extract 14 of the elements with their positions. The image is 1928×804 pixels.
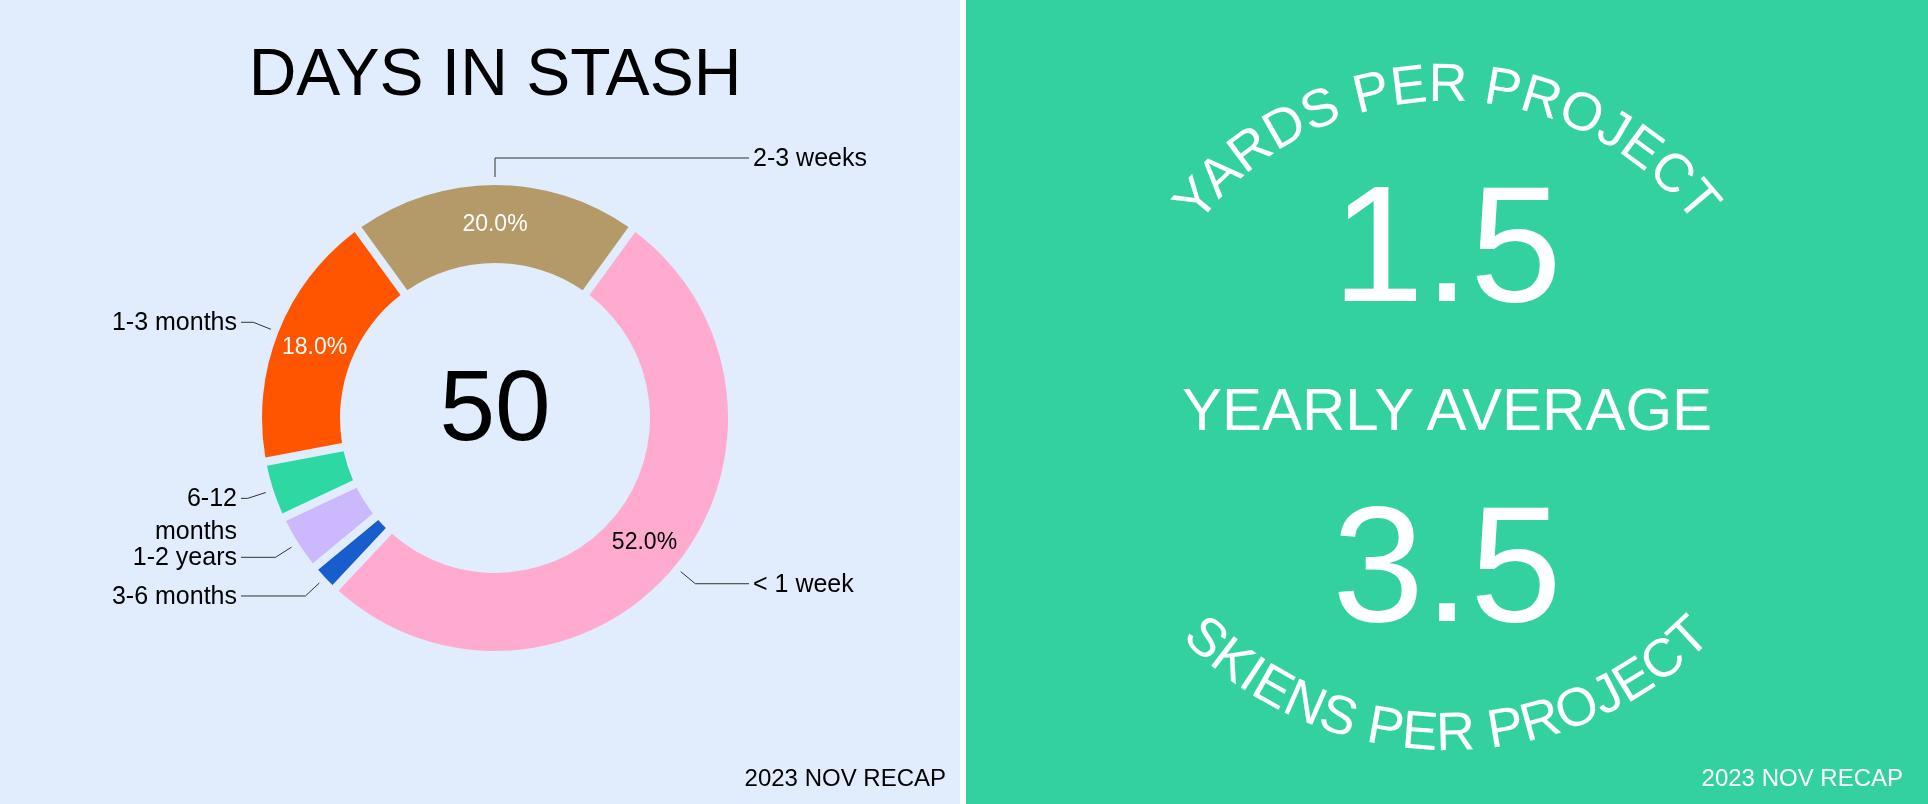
data-label: 52.0% <box>611 527 678 554</box>
slice-label: 1-3 months <box>111 307 237 336</box>
text: YEARLY AVERAGE <box>1181 376 1713 443</box>
text: 2023 NOV RECAP <box>744 764 946 791</box>
slice-label: < 1 week <box>753 568 855 597</box>
chart-title: DAYS IN STASH <box>248 35 742 109</box>
data-label: 20.0% <box>462 210 528 236</box>
slice-label: 6-12 months <box>155 483 237 545</box>
slice-label: 3-6 months <box>111 580 237 609</box>
slice-label: 1-2 years <box>132 542 237 571</box>
text: 50 <box>439 349 551 461</box>
data-label: 18.0% <box>282 332 348 359</box>
slice-label: 2-3 weeks <box>753 143 867 171</box>
text: 2023 NOV RECAP <box>1701 764 1903 791</box>
